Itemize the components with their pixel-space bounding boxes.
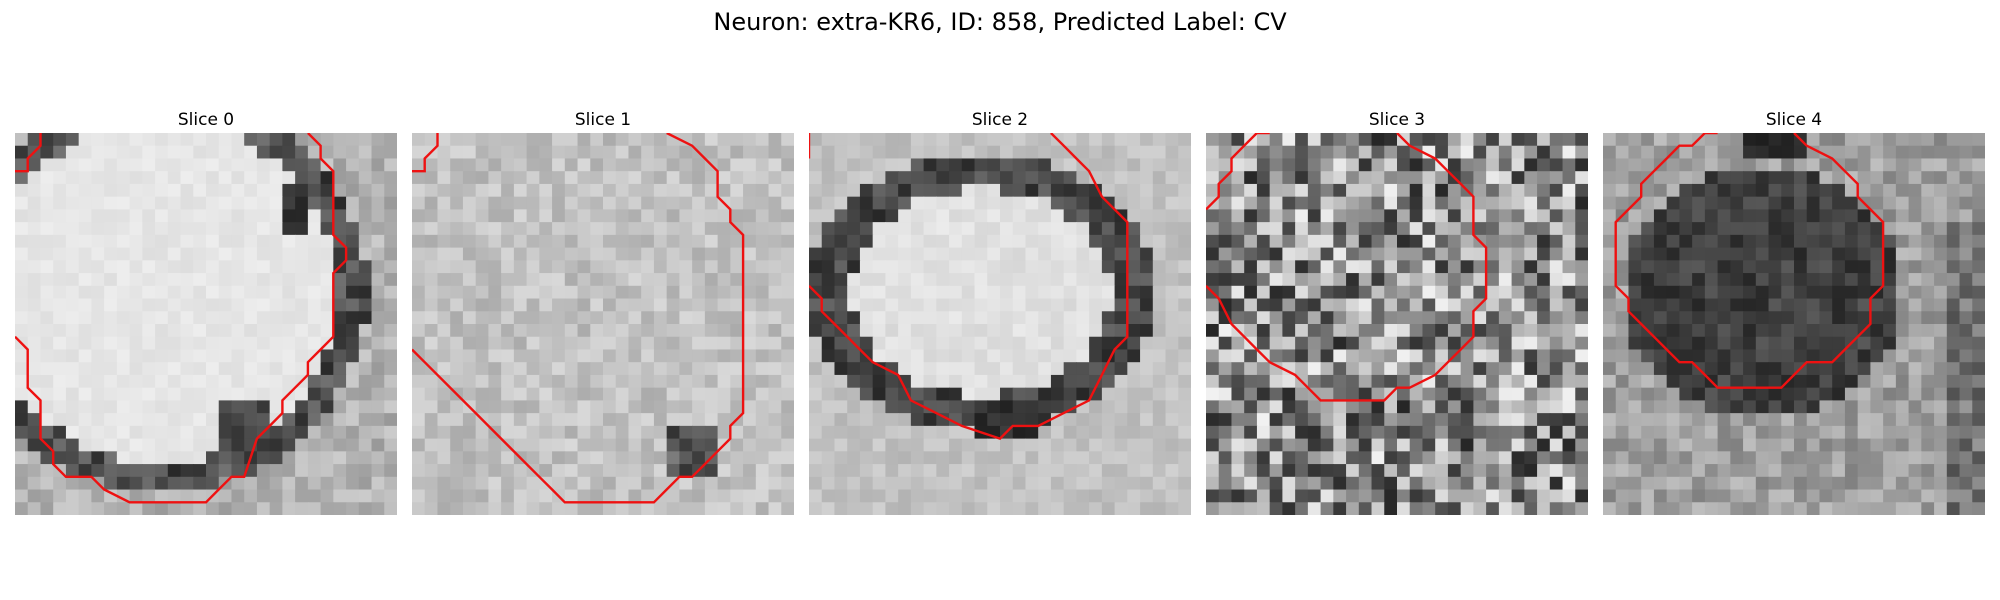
contour-line bbox=[809, 133, 1129, 440]
panel-title: Slice 2 bbox=[971, 110, 1029, 130]
slice-0-svg bbox=[15, 133, 397, 515]
panel-slice-4: Slice 4 bbox=[1600, 107, 1988, 515]
panel-title: Slice 4 bbox=[1765, 110, 1823, 130]
slice-image bbox=[809, 133, 1191, 515]
contour-line bbox=[15, 133, 348, 504]
contour-line bbox=[15, 133, 42, 173]
contour-line bbox=[412, 133, 439, 173]
panel-title: Slice 3 bbox=[1368, 110, 1426, 130]
contour-line bbox=[1614, 133, 1885, 389]
slice-image bbox=[1603, 133, 1985, 515]
contour-line bbox=[1206, 133, 1270, 211]
contour-line bbox=[412, 133, 745, 504]
figure-title: Neuron: extra-KR6, ID: 858, Predicted La… bbox=[713, 8, 1287, 36]
panel-slice-2: Slice 2 bbox=[806, 107, 1194, 515]
panel-slice-0: Slice 0 bbox=[12, 107, 400, 515]
slice-4-svg bbox=[1603, 133, 1985, 515]
panel-slice-1: Slice 1 bbox=[409, 107, 797, 515]
slice-3-svg bbox=[1206, 133, 1588, 515]
slice-1-svg bbox=[412, 133, 794, 515]
panel-slice-3: Slice 3 bbox=[1203, 107, 1591, 515]
panel-title: Slice 1 bbox=[574, 110, 632, 130]
panel-title: Slice 0 bbox=[177, 110, 235, 130]
slice-image bbox=[1206, 133, 1588, 515]
slice-image bbox=[412, 133, 794, 515]
contour-line bbox=[1206, 133, 1488, 402]
slice-image bbox=[15, 133, 397, 515]
slice-2-svg bbox=[809, 133, 1191, 515]
